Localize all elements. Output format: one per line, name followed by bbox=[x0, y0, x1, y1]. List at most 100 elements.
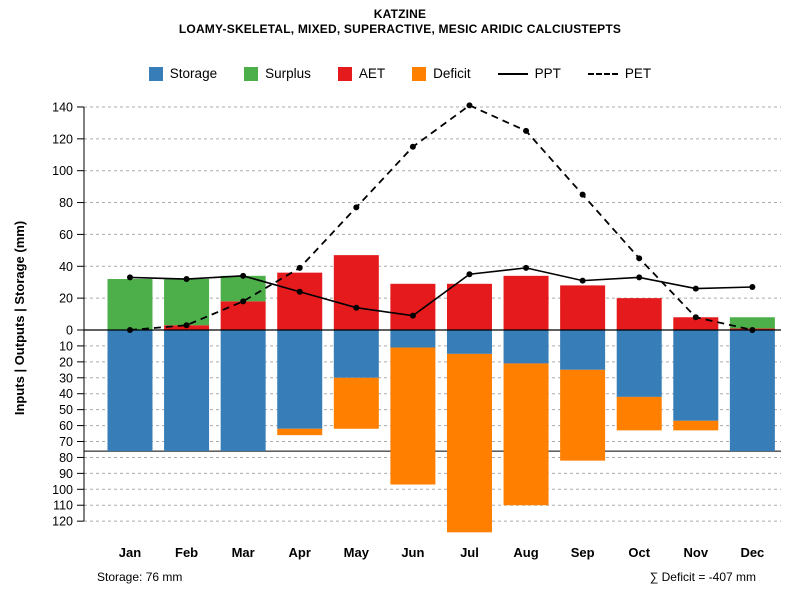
bar-deficit-Jun bbox=[390, 347, 436, 485]
bar-deficit-Jul bbox=[446, 353, 492, 533]
y-tick-label: 70 bbox=[59, 435, 73, 449]
pet-point bbox=[692, 314, 699, 321]
y-tick-label: 10 bbox=[59, 339, 73, 353]
chart-legend: Storage Surplus AET Deficit PPT PET bbox=[0, 66, 800, 81]
y-tick-label: 120 bbox=[52, 515, 73, 529]
pet-line bbox=[129, 104, 753, 331]
bar-aet-Jun bbox=[390, 283, 436, 330]
bar-surplus-Dec bbox=[729, 317, 775, 329]
y-tick-label: 120 bbox=[52, 132, 73, 146]
ppt-point bbox=[353, 304, 360, 311]
x-tick-label-Nov: Nov bbox=[684, 545, 709, 560]
surplus-swatch-icon bbox=[244, 66, 259, 81]
y-tick-label: 60 bbox=[59, 419, 73, 433]
y-tick-label: 40 bbox=[59, 387, 73, 401]
bar-aet-May bbox=[333, 255, 379, 330]
y-tick-label: 20 bbox=[59, 292, 73, 306]
y-tick-label: 20 bbox=[59, 355, 73, 369]
x-tick-label-Jul: Jul bbox=[460, 545, 479, 560]
deficit-swatch-icon bbox=[412, 66, 427, 81]
bar-storage-Aug bbox=[503, 330, 549, 364]
y-tick-label: 100 bbox=[52, 164, 73, 178]
ppt-point bbox=[579, 277, 586, 284]
bar-storage-May bbox=[333, 330, 379, 378]
ppt-solid-line-icon bbox=[497, 72, 528, 75]
y-tick-label: 40 bbox=[59, 260, 73, 274]
y-tick-label: 100 bbox=[52, 483, 73, 497]
y-tick-label: 0 bbox=[66, 324, 73, 338]
bar-aet-Oct bbox=[616, 298, 662, 330]
pet-point bbox=[409, 143, 416, 150]
x-tick-label-Aug: Aug bbox=[513, 545, 538, 560]
x-tick-label-Feb: Feb bbox=[175, 545, 198, 560]
pet-point bbox=[579, 191, 586, 198]
y-tick-label: 30 bbox=[59, 371, 73, 385]
bar-surplus-Feb bbox=[164, 279, 210, 326]
aet-swatch-icon bbox=[337, 66, 352, 81]
x-tick-label-Dec: Dec bbox=[740, 545, 764, 560]
ppt-point bbox=[183, 276, 190, 283]
ppt-point bbox=[466, 271, 473, 278]
bar-deficit-Apr bbox=[277, 428, 323, 436]
legend-item-pet: PET bbox=[587, 66, 652, 81]
bar-aet-Sep bbox=[560, 285, 606, 330]
storage-swatch-icon bbox=[148, 66, 163, 81]
bar-deficit-Sep bbox=[560, 369, 606, 461]
chart-subtitle: LOAMY-SKELETAL, MIXED, SUPERACTIVE, MESI… bbox=[178, 22, 622, 36]
legend-item-storage: Storage bbox=[148, 66, 218, 81]
bar-storage-Dec bbox=[729, 330, 775, 452]
legend-label-aet: AET bbox=[358, 66, 386, 81]
y-tick-label: 60 bbox=[59, 228, 73, 242]
y-tick-label: 80 bbox=[59, 196, 73, 210]
bar-aet-Mar bbox=[220, 301, 266, 330]
pet-point bbox=[523, 127, 530, 134]
y-tick-label: 50 bbox=[59, 403, 73, 417]
bar-storage-Nov bbox=[673, 330, 719, 421]
legend-item-aet: AET bbox=[337, 66, 386, 81]
x-tick-label-May: May bbox=[344, 545, 370, 560]
legend-label-pet: PET bbox=[624, 66, 652, 81]
legend-item-deficit: Deficit bbox=[412, 66, 471, 81]
y-tick-label: 80 bbox=[59, 451, 73, 465]
bar-deficit-Oct bbox=[616, 396, 662, 431]
y-tick-label: 110 bbox=[53, 499, 73, 513]
bar-storage-Jun bbox=[390, 330, 436, 348]
x-tick-label-Mar: Mar bbox=[232, 545, 255, 560]
pet-point bbox=[636, 255, 643, 262]
bar-storage-Mar bbox=[220, 330, 266, 452]
bar-storage-Feb bbox=[164, 330, 210, 452]
bar-aet-Aug bbox=[503, 275, 549, 330]
ppt-point bbox=[126, 274, 133, 281]
x-tick-label-Apr: Apr bbox=[289, 545, 311, 560]
ppt-point bbox=[692, 285, 699, 292]
ppt-line bbox=[129, 267, 753, 317]
pet-point bbox=[466, 102, 473, 109]
x-tick-label-Sep: Sep bbox=[571, 545, 595, 560]
legend-label-surplus: Surplus bbox=[265, 66, 311, 81]
bar-deficit-May bbox=[333, 377, 379, 429]
y-tick-label: 90 bbox=[59, 467, 73, 481]
x-tick-label-Oct: Oct bbox=[628, 545, 650, 560]
legend-label-ppt: PPT bbox=[534, 66, 561, 81]
legend-item-ppt: PPT bbox=[497, 66, 561, 81]
legend-label-storage: Storage bbox=[169, 66, 218, 81]
pet-dashed-line-icon bbox=[587, 72, 618, 75]
ppt-point bbox=[523, 264, 530, 271]
pet-point bbox=[240, 298, 247, 305]
bar-storage-Oct bbox=[616, 330, 662, 397]
bar-deficit-Aug bbox=[503, 363, 549, 506]
deficit-sum-note: ∑ Deficit = -407 mm bbox=[649, 570, 756, 584]
ppt-point bbox=[749, 283, 756, 290]
legend-item-surplus: Surplus bbox=[244, 66, 311, 81]
bar-aet-Apr bbox=[277, 272, 323, 330]
pet-point bbox=[749, 327, 756, 333]
ppt-point bbox=[240, 272, 247, 279]
ppt-point bbox=[296, 288, 303, 295]
bar-surplus-Jan bbox=[107, 279, 153, 330]
bar-storage-Jan bbox=[107, 330, 153, 452]
bar-aet-Jul bbox=[446, 283, 492, 330]
y-tick-label: 140 bbox=[52, 100, 73, 114]
x-tick-label-Jun: Jun bbox=[401, 545, 424, 560]
